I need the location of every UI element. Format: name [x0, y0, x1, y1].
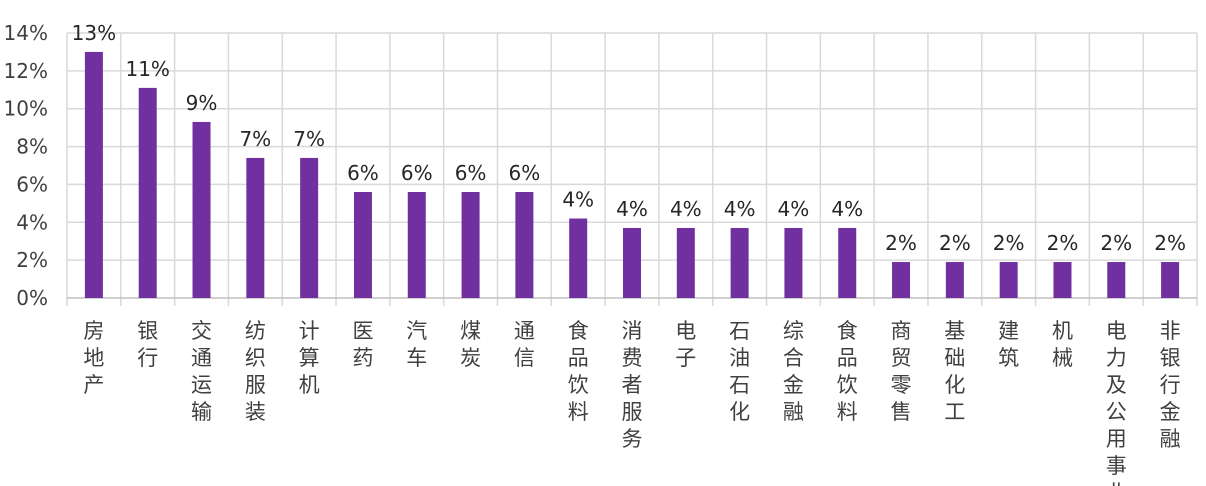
data-label: 4%	[831, 197, 863, 221]
y-tick-label: 4%	[16, 210, 48, 234]
bar	[999, 262, 1018, 298]
bar	[892, 262, 911, 298]
bar	[515, 192, 534, 298]
x-tick-label: 消费者服务	[622, 319, 643, 451]
bar	[246, 157, 265, 298]
y-tick-label: 12%	[4, 59, 48, 83]
data-label: 4%	[562, 188, 594, 212]
bar	[461, 192, 480, 298]
bar	[353, 192, 372, 298]
x-tick-label: 医药	[352, 319, 373, 370]
data-label: 2%	[885, 231, 917, 255]
x-tick-label: 交通运输	[191, 319, 212, 424]
y-tick-label: 14%	[4, 21, 48, 45]
data-label: 2%	[939, 231, 971, 255]
data-label: 4%	[778, 197, 810, 221]
data-label: 6%	[347, 161, 379, 185]
bar	[138, 87, 157, 299]
x-tick-label: 基础化工	[944, 319, 965, 424]
data-label: 2%	[1047, 231, 1079, 255]
y-tick-label: 6%	[16, 172, 48, 196]
y-tick-label: 0%	[16, 286, 48, 310]
x-tick-label: 石油石化	[729, 319, 750, 424]
x-tick-label: 通信	[514, 319, 535, 370]
x-tick-label: 商贸零售	[891, 319, 912, 424]
x-tick-label: 建筑	[998, 319, 1019, 370]
bar	[623, 227, 641, 298]
bar	[784, 227, 803, 298]
data-labels: 13% 11% 9% 7% 7% 6% 6% 6% 6% 4% 4% 4% 4% 4% 4% 2% 2% 2% 2%…	[72, 21, 1186, 255]
x-tick-label: 汽车	[406, 319, 427, 370]
data-label: 6%	[401, 161, 433, 185]
x-tick-label: 银行	[137, 319, 158, 370]
x-tick-label: 煤炭	[460, 319, 481, 370]
bar	[407, 192, 426, 298]
x-tick-label: 房地产	[83, 319, 104, 397]
y-tick-label: 2%	[16, 248, 48, 272]
bar	[1107, 262, 1126, 298]
bar	[730, 227, 749, 298]
data-label: 2%	[993, 231, 1025, 255]
data-label: 9%	[186, 91, 218, 115]
x-tick-label: 食品饮料	[837, 319, 858, 424]
data-label: 2%	[1154, 231, 1186, 255]
bar	[945, 262, 964, 298]
x-tick-label: 电力及公用事业	[1106, 319, 1127, 486]
data-label: 4%	[670, 197, 702, 221]
data-label: 7%	[239, 127, 271, 151]
data-label: 6%	[509, 161, 541, 185]
y-tick-label: 8%	[16, 135, 48, 159]
gridlines	[66, 32, 1198, 306]
data-label: 13%	[72, 21, 116, 45]
bar	[1053, 262, 1072, 298]
x-tick-label: 电子	[675, 319, 696, 370]
x-tick-label: 机械	[1052, 319, 1073, 370]
x-tick-label: 计算机	[299, 319, 320, 397]
bar	[192, 121, 211, 298]
bar	[300, 157, 319, 298]
data-label: 7%	[293, 127, 325, 151]
bar	[569, 218, 588, 298]
bars	[84, 51, 1180, 299]
data-label: 4%	[724, 197, 756, 221]
data-label: 11%	[125, 57, 169, 81]
x-tick-label: 食品饮料	[568, 319, 589, 424]
data-label: 2%	[1100, 231, 1132, 255]
y-tick-label: 10%	[4, 97, 48, 121]
bar	[838, 227, 857, 298]
x-tick-label: 纺织服装	[245, 319, 266, 424]
data-label: 6%	[455, 161, 487, 185]
x-tick-label: 综合金融	[783, 319, 804, 424]
x-tick-label: 非银行金融	[1160, 319, 1181, 451]
y-axis-tick-labels: 0% 2% 4% 6% 8% 10% 12% 14%	[4, 21, 48, 310]
bar	[676, 227, 695, 298]
bar	[84, 51, 103, 298]
data-label: 4%	[616, 197, 648, 221]
bar	[1161, 262, 1180, 298]
